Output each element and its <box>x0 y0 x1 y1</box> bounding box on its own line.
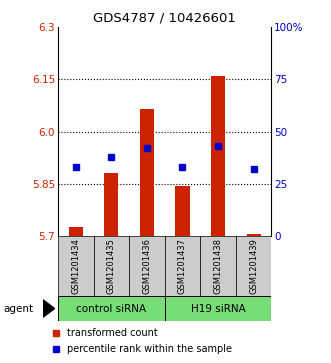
Text: GSM1201435: GSM1201435 <box>107 238 116 294</box>
Polygon shape <box>43 300 55 317</box>
Bar <box>140 109 154 236</box>
Bar <box>58 236 93 296</box>
Bar <box>200 236 236 296</box>
Bar <box>69 227 83 236</box>
Text: percentile rank within the sample: percentile rank within the sample <box>67 344 232 354</box>
Text: H19 siRNA: H19 siRNA <box>191 303 245 314</box>
Text: control siRNA: control siRNA <box>76 303 146 314</box>
Bar <box>165 296 271 321</box>
Bar <box>211 76 225 236</box>
Text: GSM1201434: GSM1201434 <box>71 238 80 294</box>
Bar <box>236 236 271 296</box>
Text: GSM1201438: GSM1201438 <box>213 238 222 294</box>
Text: GSM1201437: GSM1201437 <box>178 238 187 294</box>
Text: GSM1201436: GSM1201436 <box>142 238 151 294</box>
Bar <box>129 236 165 296</box>
Bar <box>175 185 190 236</box>
Bar <box>93 236 129 296</box>
Bar <box>247 234 261 236</box>
Bar <box>58 296 165 321</box>
Text: transformed count: transformed count <box>67 328 158 338</box>
Text: GSM1201439: GSM1201439 <box>249 238 258 294</box>
Bar <box>165 236 200 296</box>
Title: GDS4787 / 10426601: GDS4787 / 10426601 <box>93 12 236 25</box>
Text: agent: agent <box>3 303 33 314</box>
Bar <box>104 173 118 236</box>
